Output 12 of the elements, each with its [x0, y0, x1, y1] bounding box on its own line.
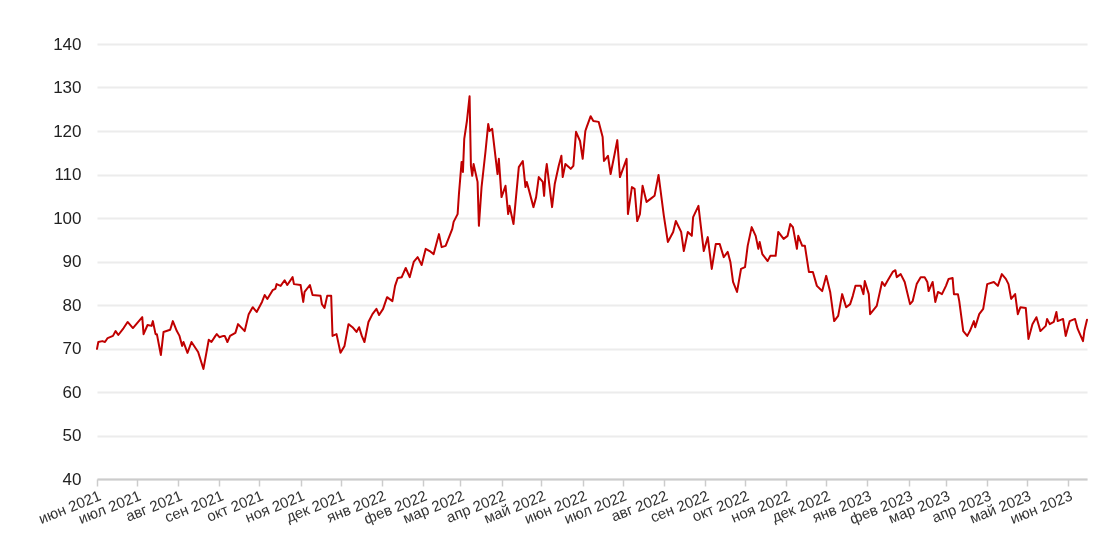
y-tick-label: 70 [62, 339, 82, 358]
line-series [96, 95, 1088, 370]
y-tick-label: 80 [62, 295, 82, 315]
y-tick-label: 50 [62, 426, 82, 445]
y-tick-label: 90 [62, 252, 82, 271]
y-tick-label: 40 [62, 469, 82, 489]
y-tick-label: 130 [53, 78, 82, 97]
y-tick-label: 110 [54, 165, 82, 184]
y-tick-label: 140 [53, 34, 82, 54]
y-tick-label: 100 [53, 208, 82, 228]
y-tick-label: 60 [62, 382, 82, 402]
y-tick-label: 120 [53, 121, 82, 141]
